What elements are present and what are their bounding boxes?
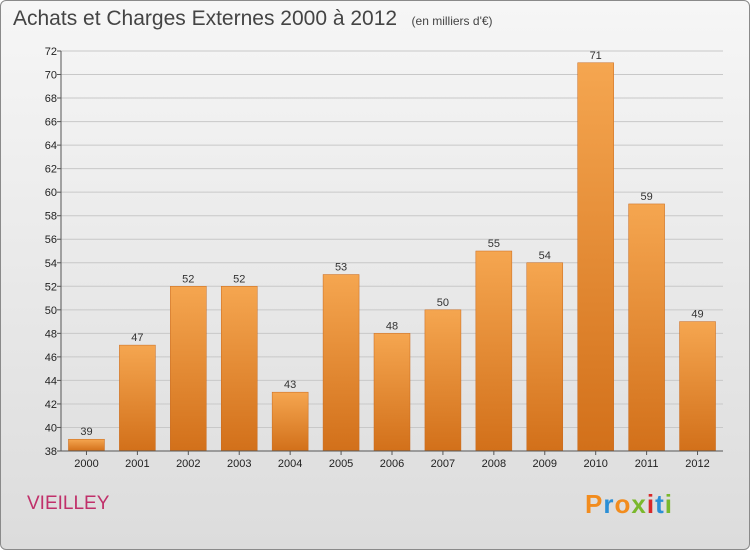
y-tick-label: 66 — [45, 117, 57, 129]
y-tick-label: 56 — [45, 234, 57, 246]
logo-letter: t — [655, 489, 665, 519]
x-tick-label: 2008 — [482, 458, 506, 470]
logo-letter: i — [664, 489, 673, 519]
y-tick-label: 72 — [45, 46, 57, 58]
bar — [475, 250, 513, 452]
proxiti-logo: Proxiti — [585, 489, 673, 520]
labels: 38 40 42 44 46 48 50 52 54 56 58 60 62 64 66 68 70 72 39 20… — [45, 46, 710, 470]
data-label: 48 — [386, 320, 398, 332]
y-tick-label: 48 — [45, 328, 57, 340]
data-label: 50 — [437, 297, 449, 309]
data-label: 53 — [335, 262, 347, 274]
y-tick-label: 52 — [45, 281, 57, 293]
logo-letter: r — [603, 489, 615, 519]
place-name: VIEILLEY — [27, 493, 110, 514]
bar — [628, 203, 665, 452]
chart-subtitle: (en milliers d'€) — [411, 14, 493, 28]
bar — [119, 344, 156, 452]
x-tick-label: 2001 — [125, 458, 149, 470]
x-tick-label: 2005 — [329, 458, 353, 470]
data-label: 54 — [539, 250, 551, 262]
bar — [322, 274, 360, 452]
y-tick-label: 46 — [45, 352, 57, 364]
y-tick-label: 54 — [45, 258, 57, 270]
bars — [68, 62, 716, 452]
bar — [68, 438, 105, 452]
bar — [271, 391, 309, 452]
x-tick-label: 2012 — [685, 458, 709, 470]
y-tick-label: 70 — [45, 70, 57, 82]
logo-letter: i — [646, 489, 656, 519]
bar — [170, 286, 207, 452]
chart-title-block: Achats et Charges Externes 2000 à 2012 (… — [13, 7, 493, 31]
logo-letter: P — [585, 489, 604, 519]
data-label: 52 — [233, 273, 245, 285]
bar — [526, 262, 564, 452]
y-tick-label: 40 — [45, 422, 57, 434]
logo-letter: o — [614, 489, 632, 519]
y-tick-label: 38 — [45, 446, 57, 458]
data-label: 47 — [131, 332, 143, 344]
data-label: 43 — [284, 379, 296, 391]
x-tick-label: 2003 — [227, 458, 251, 470]
data-label: 49 — [691, 309, 703, 321]
x-tick-label: 2007 — [431, 458, 455, 470]
bar — [577, 62, 614, 452]
x-tick-label: 2009 — [533, 458, 557, 470]
y-tick-label: 64 — [45, 140, 57, 152]
y-tick-label: 62 — [45, 164, 57, 176]
bar — [373, 333, 411, 452]
x-tick-label: 2004 — [278, 458, 302, 470]
data-label: 55 — [488, 238, 500, 250]
x-tick-label: 2000 — [74, 458, 98, 470]
x-tick-label: 2010 — [583, 458, 607, 470]
data-label: 71 — [590, 50, 602, 62]
bar — [424, 309, 462, 452]
y-tick-label: 50 — [45, 305, 57, 317]
x-tick-label: 2002 — [176, 458, 200, 470]
y-tick-label: 42 — [45, 399, 57, 411]
y-tick-label: 68 — [45, 93, 57, 105]
y-tick-label: 60 — [45, 187, 57, 199]
chart-title: Achats et Charges Externes 2000 à 2012 — [13, 7, 398, 30]
data-label: 39 — [80, 426, 92, 438]
x-tick-label: 2011 — [635, 458, 659, 470]
x-tick-label: 2006 — [380, 458, 404, 470]
axes — [57, 50, 723, 455]
y-tick-label: 44 — [45, 375, 57, 387]
logo-letter: x — [631, 489, 647, 519]
bar — [679, 321, 716, 452]
bar — [220, 286, 258, 452]
data-label: 52 — [182, 273, 194, 285]
data-label: 59 — [640, 191, 652, 203]
y-tick-label: 58 — [45, 211, 57, 223]
